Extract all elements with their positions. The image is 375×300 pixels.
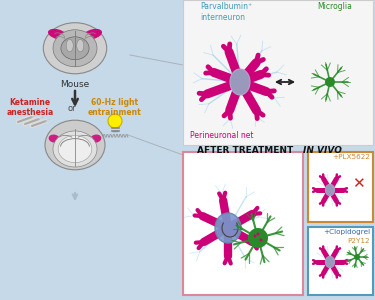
Circle shape bbox=[325, 77, 335, 87]
Ellipse shape bbox=[61, 37, 89, 60]
Ellipse shape bbox=[215, 213, 241, 243]
FancyBboxPatch shape bbox=[183, 0, 373, 145]
Ellipse shape bbox=[66, 39, 73, 52]
Circle shape bbox=[260, 238, 262, 242]
Circle shape bbox=[256, 232, 259, 236]
Circle shape bbox=[354, 254, 360, 260]
Ellipse shape bbox=[83, 29, 102, 40]
FancyBboxPatch shape bbox=[308, 152, 373, 222]
Text: P2Y12: P2Y12 bbox=[347, 238, 370, 244]
Text: +PLX5622: +PLX5622 bbox=[332, 154, 370, 160]
Ellipse shape bbox=[77, 39, 84, 52]
FancyBboxPatch shape bbox=[308, 227, 373, 295]
Ellipse shape bbox=[326, 184, 334, 196]
Text: Ketamine
anesthesia: Ketamine anesthesia bbox=[6, 98, 54, 117]
Ellipse shape bbox=[326, 256, 334, 268]
Text: IN VIVO: IN VIVO bbox=[303, 146, 341, 155]
Ellipse shape bbox=[48, 29, 67, 40]
Circle shape bbox=[248, 228, 268, 248]
Circle shape bbox=[108, 114, 122, 128]
Text: or: or bbox=[68, 104, 76, 113]
FancyBboxPatch shape bbox=[183, 152, 303, 295]
Ellipse shape bbox=[53, 131, 97, 167]
Ellipse shape bbox=[44, 23, 106, 74]
Ellipse shape bbox=[45, 120, 105, 170]
Text: ✕: ✕ bbox=[352, 176, 364, 191]
Ellipse shape bbox=[49, 134, 60, 143]
Ellipse shape bbox=[230, 69, 250, 95]
Text: AFTER TREATMENT: AFTER TREATMENT bbox=[197, 146, 297, 155]
Text: +Clopidogrel: +Clopidogrel bbox=[323, 229, 370, 235]
Text: Mouse: Mouse bbox=[60, 80, 90, 89]
Text: Parvalbumin⁺
interneuron: Parvalbumin⁺ interneuron bbox=[200, 2, 252, 22]
Text: 60-Hz light
entrainment: 60-Hz light entrainment bbox=[88, 98, 142, 117]
Ellipse shape bbox=[90, 134, 101, 143]
Text: Microglia: Microglia bbox=[318, 2, 352, 11]
Ellipse shape bbox=[58, 135, 92, 163]
Text: Perineuronal net: Perineuronal net bbox=[190, 131, 254, 140]
Circle shape bbox=[254, 235, 257, 238]
Ellipse shape bbox=[53, 30, 97, 67]
